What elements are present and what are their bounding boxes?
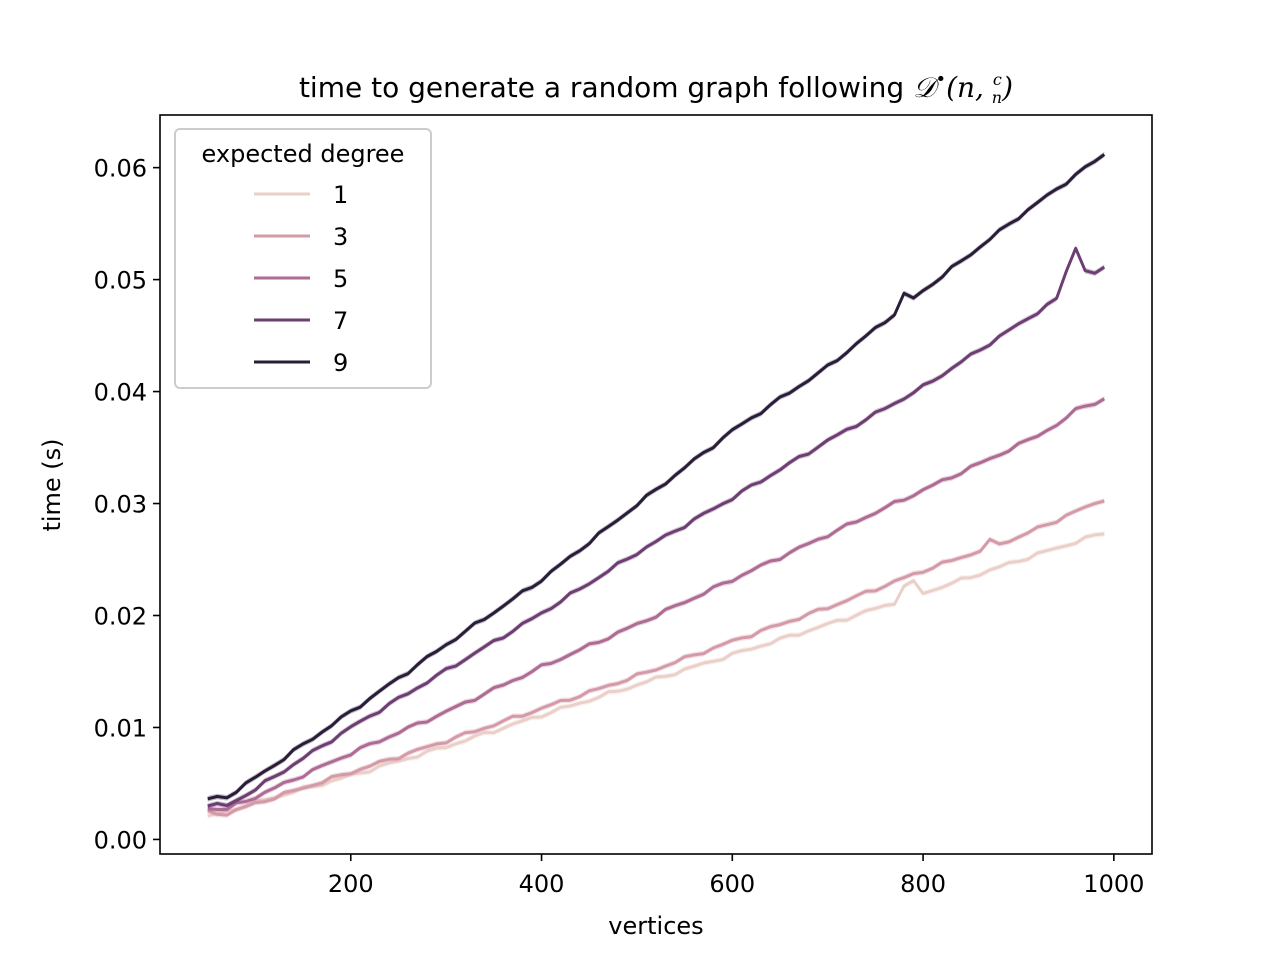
x-tick-label: 400 (519, 870, 565, 898)
series-9-line (207, 153, 1106, 801)
x-tick-label: 1000 (1083, 870, 1144, 898)
x-tick-label: 200 (328, 870, 374, 898)
x-tick-label: 600 (709, 870, 755, 898)
series-5-line (207, 397, 1106, 811)
y-tick-label: 0.05 (94, 267, 147, 295)
series-3-confidence-band (207, 498, 1105, 818)
y-tick-label: 0.03 (94, 491, 147, 519)
chart-title: time to generate a random graph followin… (299, 69, 1013, 107)
chart-title-math-superscript: • (935, 69, 946, 90)
series-1-line (207, 532, 1105, 818)
legend-label-1: 1 (333, 181, 348, 209)
legend-label-3: 3 (333, 223, 348, 251)
chart-title-frac-num: c (993, 70, 1002, 89)
legend-label-9: 9 (333, 349, 348, 377)
chart-title-math-close: ) (1001, 71, 1013, 104)
series-1-confidence-band (207, 531, 1105, 819)
y-tick-label: 0.02 (94, 603, 147, 631)
y-tick-label: 0.00 (94, 826, 147, 854)
chart-title-math-args: (n, (946, 71, 993, 104)
legend: expected degree 1 3 5 7 9 (174, 128, 432, 389)
plot-area (207, 151, 1106, 819)
y-tick-label: 0.01 (94, 714, 147, 742)
legend-label-5: 5 (333, 265, 348, 293)
legend-frame (174, 128, 432, 389)
y-tick-label: 0.06 (94, 155, 147, 183)
chart-title-frac-den: n (992, 88, 1002, 107)
y-axis-label: time (s) (38, 438, 66, 531)
y-tick-label: 0.04 (94, 379, 147, 407)
series-3-line (207, 499, 1105, 817)
x-tick-label: 800 (900, 870, 946, 898)
series-7-line (207, 246, 1106, 808)
series-5-confidence-band (207, 396, 1105, 813)
axes: 200 400 600 800 1000 0.00 0.01 0.02 0.03 0.04 0.05… (94, 114, 1153, 898)
axes-frame (159, 114, 1153, 855)
x-axis-label: vertices (608, 912, 703, 940)
chart-title-text: time to generate a random graph followin… (299, 71, 913, 104)
legend-items: 1 3 5 7 9 (254, 181, 348, 377)
legend-title: expected degree (202, 140, 405, 168)
legend-label-7: 7 (333, 307, 348, 335)
